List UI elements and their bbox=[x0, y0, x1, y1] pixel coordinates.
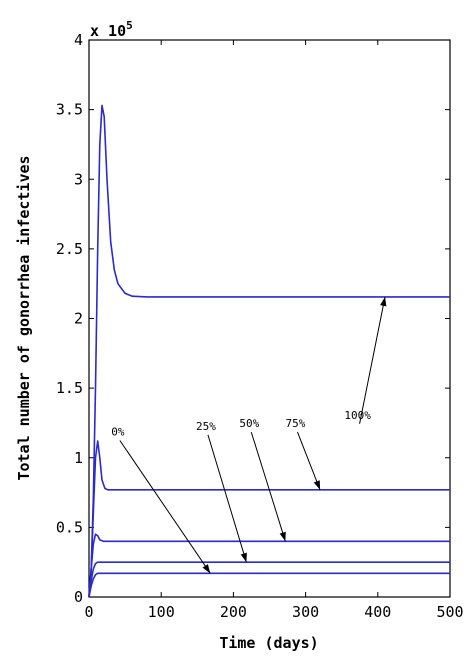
annotation-arrow bbox=[119, 440, 211, 574]
y-tick-label: 0 bbox=[74, 588, 83, 606]
annotation-label: 75% bbox=[286, 417, 306, 430]
annotation-arrowhead bbox=[279, 531, 286, 542]
x-tick-label: 100 bbox=[148, 603, 175, 621]
annotation-arrowhead bbox=[380, 296, 387, 307]
y-tick-label: 1 bbox=[74, 449, 83, 467]
annotation-arrow bbox=[297, 431, 321, 490]
annotation-arrowhead bbox=[202, 564, 211, 574]
y-tick-label: 2.5 bbox=[56, 240, 83, 258]
plot-area bbox=[88, 39, 451, 598]
series-line bbox=[88, 440, 450, 598]
annotation-label: 100% bbox=[344, 409, 371, 422]
series-line bbox=[88, 572, 450, 598]
y-exponent-base: x 10 bbox=[90, 22, 126, 40]
x-tick-label: 0 bbox=[84, 603, 93, 621]
plot-frame bbox=[88, 39, 451, 598]
annotation-label: 0% bbox=[111, 425, 125, 438]
series-line bbox=[88, 533, 450, 598]
annotation-label: 50% bbox=[239, 417, 259, 430]
y-tick-label: 4 bbox=[74, 31, 83, 49]
x-axis-label: Time (days) bbox=[219, 634, 318, 652]
y-tick-label: 3.5 bbox=[56, 101, 83, 119]
series-line bbox=[88, 104, 450, 598]
annotation-arrowhead bbox=[240, 552, 247, 563]
annotation-arrowhead bbox=[313, 480, 321, 490]
series-lines bbox=[88, 104, 450, 598]
y-tick-label: 0.5 bbox=[56, 518, 83, 536]
y-exponent-power: 5 bbox=[126, 19, 133, 32]
y-tick-label: 3 bbox=[74, 170, 83, 188]
x-tick-label: 300 bbox=[292, 603, 319, 621]
annotation-label: 25% bbox=[196, 420, 216, 433]
x-tick-label: 500 bbox=[436, 603, 463, 621]
y-tick-label: 2 bbox=[74, 310, 83, 328]
x-axis: 0 100 200 300 400 500 bbox=[84, 40, 464, 621]
x-tick-label: 200 bbox=[220, 603, 247, 621]
y-exponent-label: x 105 bbox=[90, 19, 133, 40]
x-tick-label: 400 bbox=[364, 603, 391, 621]
annotation-arrow bbox=[207, 434, 247, 563]
annotations: 0% 25% 50% 75% 100% bbox=[111, 296, 387, 574]
y-axis: 0 0.5 1 1.5 2 2.5 3 3.5 4 bbox=[56, 31, 450, 606]
series-line bbox=[88, 561, 450, 598]
annotation-arrow bbox=[250, 431, 286, 542]
annotation-arrow bbox=[359, 296, 386, 424]
y-axis-label: Total number of gonorrhea infectives bbox=[15, 155, 33, 480]
y-tick-label: 1.5 bbox=[56, 379, 83, 397]
